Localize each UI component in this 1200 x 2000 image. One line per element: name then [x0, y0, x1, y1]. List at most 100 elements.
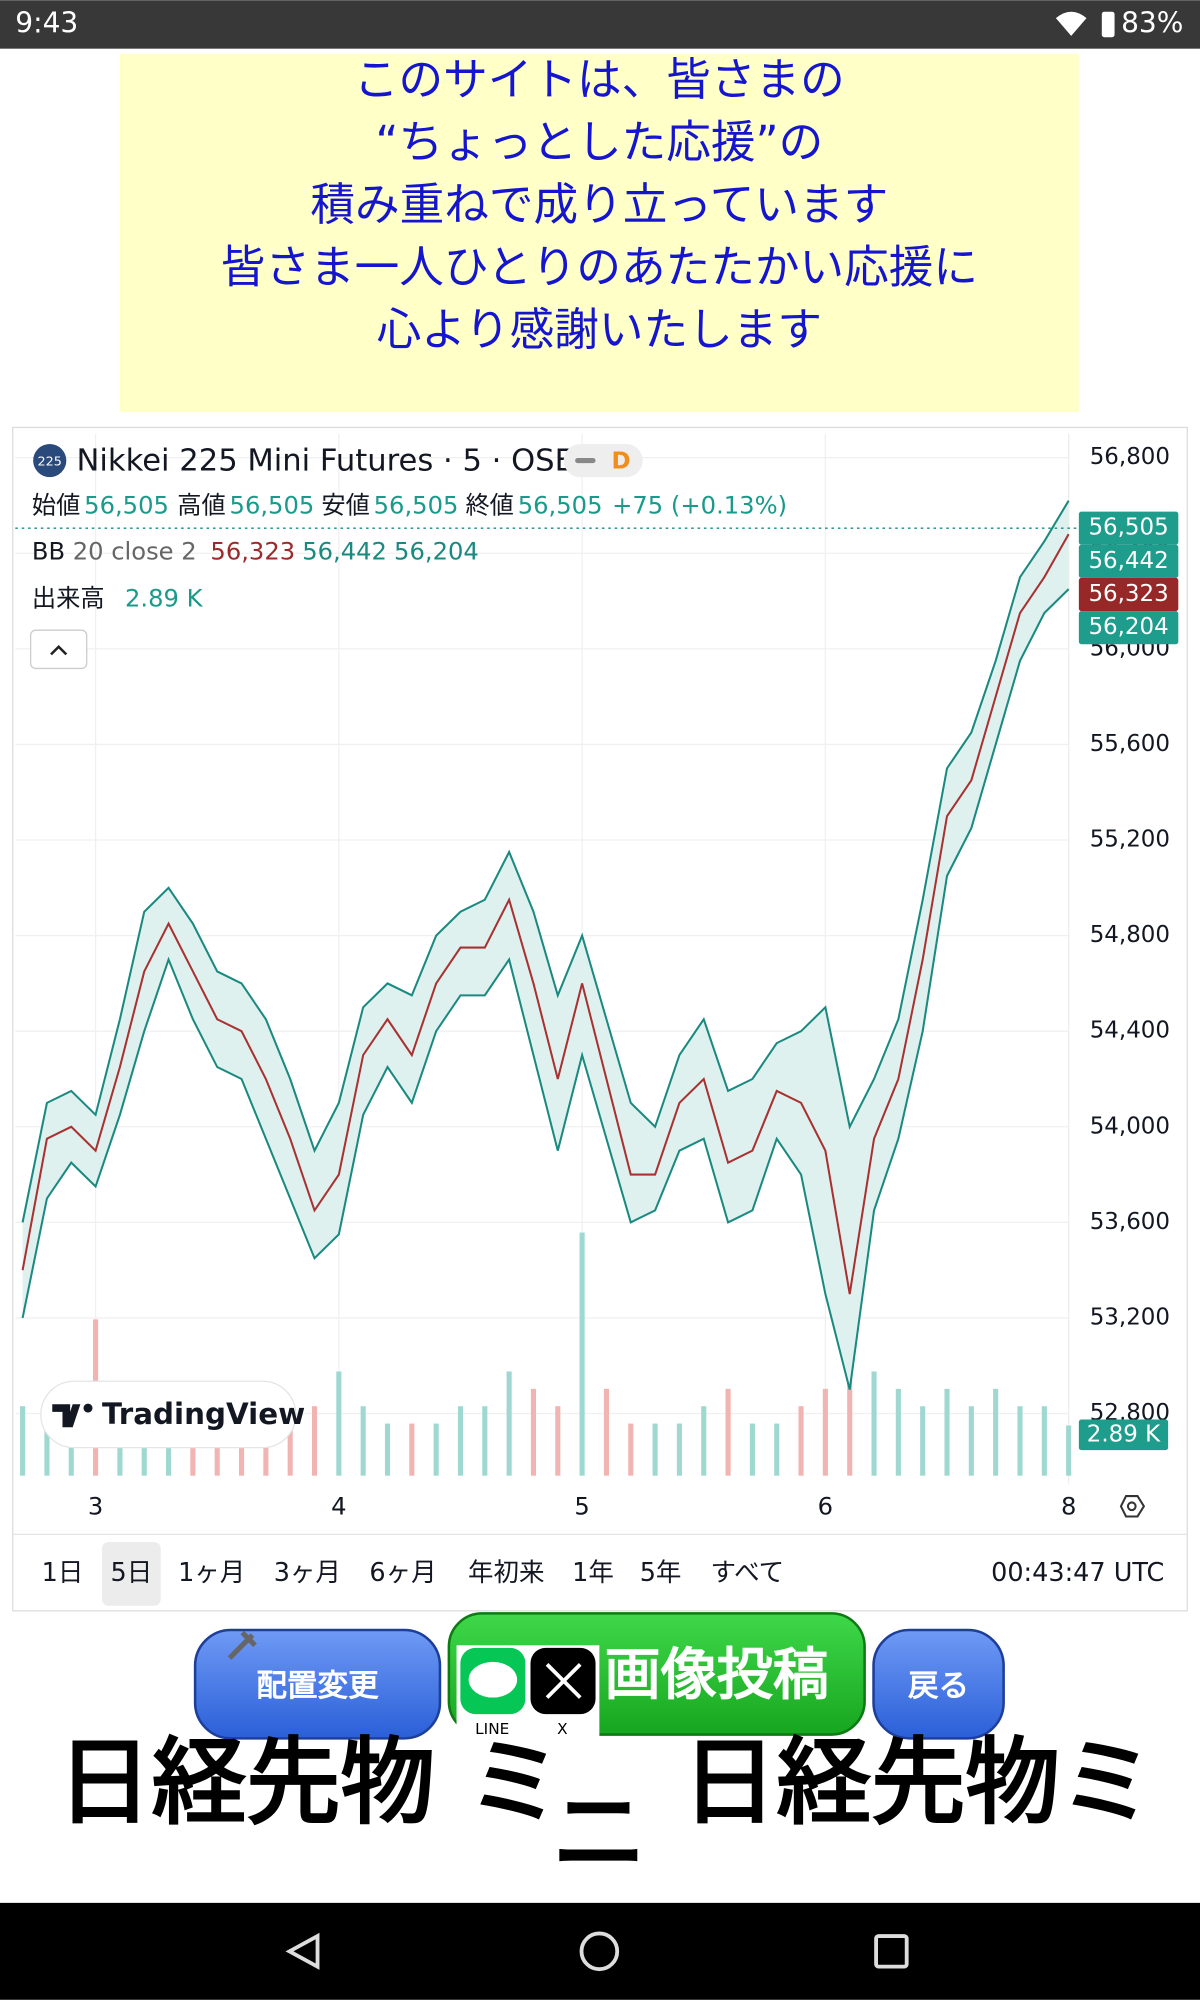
indicator-value: 56,204	[394, 537, 479, 565]
volume-bar	[579, 1232, 585, 1476]
nav-back[interactable]	[285, 1932, 320, 1970]
collapse-button[interactable]	[29, 629, 88, 670]
range-button[interactable]: 年初来	[468, 1558, 545, 1588]
price-tag-label: 56,323	[1088, 581, 1168, 607]
price-tag	[1078, 544, 1179, 578]
range-button[interactable]: すべて	[710, 1558, 784, 1588]
settings-icon[interactable]	[1119, 1495, 1146, 1518]
volume-bar	[993, 1388, 999, 1476]
volume-bar	[628, 1423, 634, 1476]
series-line	[21, 500, 1070, 1223]
tool-icon	[227, 1630, 257, 1660]
volume-tag-label: 2.89 K	[1087, 1421, 1161, 1447]
volume-bar	[311, 1406, 318, 1476]
volume-bar	[920, 1406, 926, 1476]
range-button[interactable]: 6ヶ月	[369, 1558, 436, 1588]
volume-bar	[141, 1423, 147, 1476]
volume-bar	[652, 1423, 658, 1476]
volume-bar	[676, 1423, 682, 1476]
range-button[interactable]: 1日	[42, 1558, 84, 1588]
volume-bar	[433, 1423, 439, 1476]
volume-bar	[360, 1406, 366, 1476]
volume-bar	[1066, 1425, 1072, 1476]
y-tick-label: 54,400	[1090, 1018, 1170, 1044]
banner-line: 心より感謝いたします	[377, 304, 822, 356]
volume-bar	[871, 1371, 877, 1476]
collapse-icon	[50, 644, 68, 656]
x-tick-label: 4	[331, 1493, 346, 1521]
volume-bar	[725, 1388, 731, 1476]
volume-legend: 2.89 K	[125, 585, 204, 613]
range-button[interactable]: 1年	[572, 1558, 614, 1588]
layout-button[interactable]	[193, 1628, 442, 1740]
range-button[interactable]: 5日	[110, 1558, 152, 1588]
delay-badge: D	[612, 448, 631, 474]
volume-bar	[847, 1354, 853, 1476]
symbol-badge-text: 225	[38, 454, 62, 469]
x-label: X	[557, 1720, 567, 1738]
volume-bar	[190, 1423, 196, 1476]
wifi-icon	[1055, 11, 1087, 36]
y-tick-label: 53,600	[1090, 1209, 1170, 1235]
nav-bar	[0, 1902, 1200, 2000]
status-bar	[0, 0, 1200, 49]
y-tick-label: 54,800	[1090, 922, 1170, 948]
series-line	[21, 533, 1070, 1295]
banner-line: “ちょっとした応援”の	[375, 117, 823, 169]
pill-dash	[575, 458, 596, 464]
volume-bar	[238, 1423, 245, 1476]
nav-home[interactable]	[579, 1931, 620, 1972]
volume-bar	[384, 1423, 391, 1476]
volume-tag	[1078, 1419, 1169, 1451]
volume-bar	[482, 1406, 488, 1476]
ohlc-name: 安値	[321, 491, 369, 519]
line-bubble	[468, 1661, 518, 1698]
back-button[interactable]	[872, 1628, 1005, 1740]
watermark-pill[interactable]	[40, 1380, 297, 1449]
indicator-value: 56,323	[210, 537, 295, 565]
volume-bar	[409, 1423, 415, 1476]
price-tag	[1078, 611, 1179, 645]
y-tick-label: 55,200	[1090, 827, 1170, 853]
volume-bar	[263, 1423, 269, 1476]
range-button[interactable]: 5年	[640, 1558, 682, 1588]
ohlc-name: 高値	[177, 491, 225, 519]
settings-icon-center	[1126, 1501, 1137, 1512]
x-tick-label: 5	[574, 1493, 589, 1521]
volume-bar	[336, 1371, 342, 1476]
volume-bar	[774, 1423, 780, 1476]
volume-bar	[749, 1423, 755, 1476]
chart: 52,80053,20053,60054,00054,40054,80055,2…	[15, 433, 1179, 1521]
y-tick-label: 54,000	[1090, 1113, 1170, 1139]
battery: 83%	[1121, 6, 1183, 39]
status-pill	[563, 443, 643, 478]
volume-bar	[530, 1388, 537, 1476]
tv-logo	[52, 1404, 81, 1428]
ohlc-value: 56,505	[84, 491, 169, 519]
volume-title: 出来高	[32, 585, 105, 613]
volume-bar	[68, 1423, 74, 1476]
banner-line: このサイトは、皆さまの	[354, 54, 845, 106]
clock: 00:43:47 UTC	[991, 1558, 1164, 1588]
nav-recents[interactable]	[874, 1934, 909, 1969]
range-button[interactable]: 1ヶ月	[178, 1558, 245, 1588]
y-tick-label: 56,800	[1090, 444, 1170, 470]
page-title: ニ	[552, 1778, 646, 1888]
series-line	[21, 588, 1070, 1390]
x-tick-label: 6	[818, 1493, 833, 1521]
tv-logo-dot	[83, 1403, 93, 1413]
banner-line: 積み重ねで成り立っています	[310, 179, 888, 231]
indicator-name: BB	[32, 537, 65, 565]
page-title: 日経先物ミ	[682, 1728, 1154, 1838]
ohlc-name: 終値	[465, 491, 513, 519]
price-tag-label: 56,442	[1088, 548, 1168, 574]
volume-bar	[944, 1388, 950, 1476]
ohlc-value: 56,505	[230, 491, 315, 519]
range-button[interactable]: 3ヶ月	[274, 1558, 341, 1588]
x-glyph	[545, 1663, 582, 1699]
price-tag	[1078, 577, 1179, 612]
banner-text: このサイトは、皆さまの “ちょっとした応援”の積み重ねで成り立っています皆さま一人…	[221, 54, 978, 356]
